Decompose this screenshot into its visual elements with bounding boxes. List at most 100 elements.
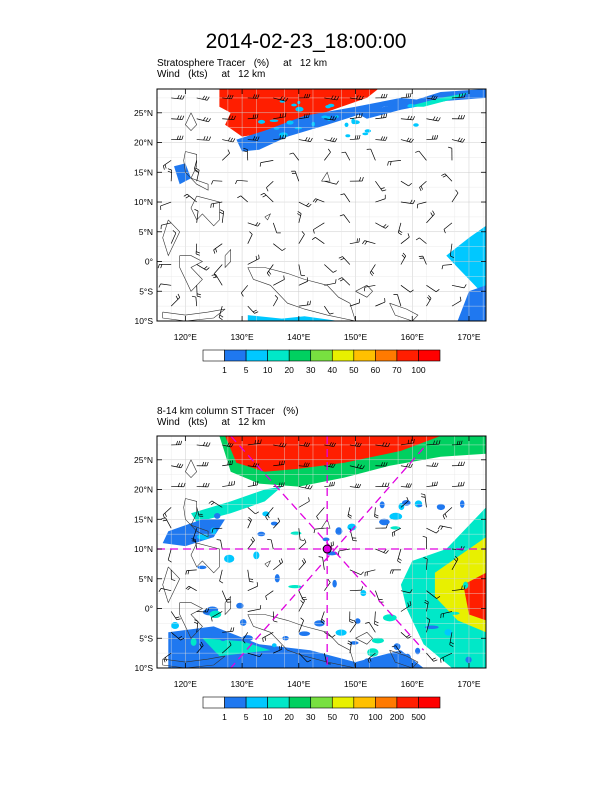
wind-barb-flag	[421, 496, 426, 498]
wind-barb-flag	[382, 224, 387, 228]
wind-barb-flag	[252, 481, 255, 486]
tracer-blob	[288, 584, 302, 589]
wind-barb	[267, 539, 274, 550]
wind-barb-flag	[231, 460, 233, 465]
wind-barb-shaft	[323, 653, 328, 664]
wind-barb	[222, 480, 236, 487]
wind-barb	[443, 222, 453, 234]
wind-barb	[211, 527, 223, 533]
wind-barb-flag	[308, 497, 310, 502]
wind-barb-shaft	[294, 170, 300, 182]
wind-barb	[313, 222, 325, 234]
wind-barb	[324, 462, 336, 468]
wind-barb-flag	[457, 137, 461, 142]
colorbar-swatch	[202, 696, 225, 709]
wind-barb-flag	[460, 461, 463, 466]
wind-barb-shaft	[163, 160, 172, 167]
wind-barb-flag	[391, 645, 396, 648]
wind-barb	[247, 305, 259, 314]
wind-barb-flag	[362, 465, 365, 470]
wind-barb-flag	[398, 230, 403, 233]
wind-barb-flag	[407, 602, 410, 607]
coastline	[185, 459, 198, 479]
wind-barb-shaft	[324, 282, 336, 286]
coastline	[179, 255, 204, 292]
wind-barb-shaft	[298, 213, 302, 223]
wind-barb	[247, 516, 252, 529]
wind-barb-shaft	[364, 284, 376, 288]
tracer-blob	[205, 629, 213, 637]
wind-barb-flag	[333, 442, 336, 447]
wind-barb-flag	[431, 657, 436, 660]
wind-barb-flag	[309, 300, 311, 305]
y-tick-label: 0°	[145, 257, 153, 267]
coastline	[190, 542, 220, 574]
wind-barb	[272, 222, 281, 234]
wind-barb-shaft	[440, 611, 453, 615]
wind-barb-flag	[349, 621, 354, 624]
wind-barb-shaft	[221, 590, 228, 603]
wind-barb	[451, 555, 459, 571]
wind-barb-flag	[398, 232, 402, 236]
wind-barb	[397, 548, 402, 564]
wind-barb	[297, 211, 302, 223]
wind-barb-shaft	[426, 652, 434, 662]
wind-barb-flag	[447, 146, 452, 149]
wind-barb-shaft	[451, 284, 465, 289]
wind-barb-flag	[383, 549, 387, 553]
y-tick-label: 10°S	[134, 316, 153, 326]
wind-barb	[196, 641, 204, 654]
wind-barb-shaft	[167, 548, 172, 561]
wind-barb-flag	[231, 115, 234, 120]
wind-barb	[363, 284, 376, 292]
wind-barb	[400, 601, 412, 612]
wind-barb	[340, 193, 351, 203]
wind-barb-flag	[436, 596, 441, 599]
wind-barb-flag	[162, 514, 166, 519]
wind-barb-flag	[202, 116, 206, 121]
tracer-blob	[349, 641, 359, 645]
wind-barb-flag	[192, 539, 197, 543]
wind-barb	[400, 632, 412, 639]
wind-barb	[338, 256, 351, 265]
wind-barb	[375, 181, 387, 192]
wind-barb-flag	[243, 150, 248, 153]
wind-barb-shaft	[273, 444, 285, 448]
wind-barb-flag	[297, 211, 302, 214]
wind-barb-shaft	[316, 507, 325, 517]
wind-barb-flag	[202, 461, 205, 466]
wind-barb-shaft	[364, 240, 376, 245]
wind-barb	[298, 93, 311, 99]
wind-barb-flag	[331, 463, 334, 468]
wind-barb-flag	[204, 461, 207, 466]
wind-barb-flag	[340, 257, 345, 261]
wind-barb-flag	[195, 167, 200, 171]
wind-barb	[241, 285, 249, 297]
wind-barb-shaft	[400, 500, 409, 508]
wind-barb	[222, 627, 235, 633]
wind-barb-flag	[331, 95, 334, 100]
wind-barb	[260, 192, 274, 203]
wind-barb-shaft	[347, 507, 351, 517]
wind-barb-flag	[194, 209, 199, 212]
colorbar-label: 50	[349, 365, 359, 375]
wind-barb	[247, 652, 263, 658]
wind-barb-flag	[327, 148, 331, 153]
wind-barb-shaft	[163, 652, 172, 659]
wind-barb-flag	[284, 112, 287, 117]
colorbar-label: 20	[284, 365, 294, 375]
wind-barb-flag	[455, 189, 459, 194]
tracer-blob	[354, 618, 361, 625]
wind-barb-shaft	[365, 569, 376, 573]
wind-barb-shaft	[426, 138, 437, 140]
wind-barb	[273, 96, 289, 102]
wind-barb	[349, 113, 363, 120]
colorbar-swatch	[224, 349, 247, 362]
wind-barb	[265, 507, 274, 521]
wind-barb-flag	[196, 293, 201, 296]
wind-barb-flag	[197, 295, 202, 298]
wind-barb	[375, 482, 390, 487]
wind-barb	[389, 569, 401, 574]
wind-barb-flag	[254, 311, 259, 314]
wind-barb-flag	[442, 175, 447, 178]
